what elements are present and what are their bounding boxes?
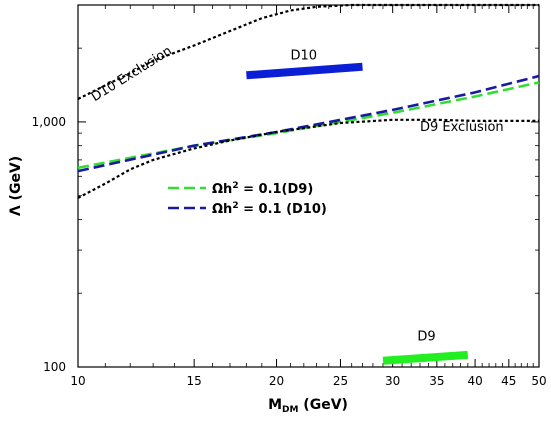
legend-label-sup: 2	[232, 201, 238, 211]
series-layer	[77, 3, 540, 365]
x-tick-label: 50	[531, 374, 546, 388]
x-tick-label: 35	[429, 374, 444, 388]
d10-band-line	[246, 62, 363, 80]
d9-exclusion-line	[77, 118, 539, 199]
relic-d10-line	[77, 74, 540, 173]
annotation-d10-excl: D10 Exclusion	[89, 44, 175, 105]
x-tick-label: 15	[186, 374, 201, 388]
annotation-d10: D10	[291, 48, 318, 63]
legend-label-relic-d10: Ωh2 = 0.1 (D10)	[212, 201, 327, 217]
x-axis-title: MDM (GeV)	[268, 397, 348, 415]
legend-label-relic-d9: Ωh2 = 0.1(D9)	[212, 181, 313, 197]
legend-label-rest: = 0.1 (D10)	[239, 202, 327, 217]
y-tick-label: 1,000	[32, 115, 66, 129]
legend: Ωh2 = 0.1(D9)Ωh2 = 0.1 (D10)	[168, 181, 327, 217]
d9-band-line	[382, 350, 469, 365]
x-tick-label: 25	[333, 374, 348, 388]
tick-labels: 10 15 20 25 30 35 40 45 50 100 1,000	[32, 115, 547, 388]
legend-label-main: Ωh	[212, 202, 232, 217]
x-tick-label: 10	[70, 374, 85, 388]
y-tick-label: 100	[43, 360, 66, 374]
x-axis-title-unit: (GeV)	[298, 397, 348, 413]
annotation-d9: D9	[417, 330, 435, 345]
x-tick-label: 45	[501, 374, 516, 388]
plot-frame	[77, 4, 540, 368]
legend-label-main: Ωh	[212, 182, 232, 197]
x-tick-label: 40	[467, 374, 482, 388]
x-tick-label: 20	[269, 374, 284, 388]
y-axis-title: Λ (GeV)	[8, 156, 24, 216]
legend-label-rest: = 0.1(D9)	[239, 182, 314, 197]
x-tick-label: 30	[385, 374, 400, 388]
x-axis-title-main: M	[268, 397, 282, 413]
annotation-d9-excl: D9 Exclusion	[420, 120, 504, 135]
x-axis-title-sub: DM	[282, 405, 298, 415]
legend-label-sup: 2	[232, 181, 238, 191]
